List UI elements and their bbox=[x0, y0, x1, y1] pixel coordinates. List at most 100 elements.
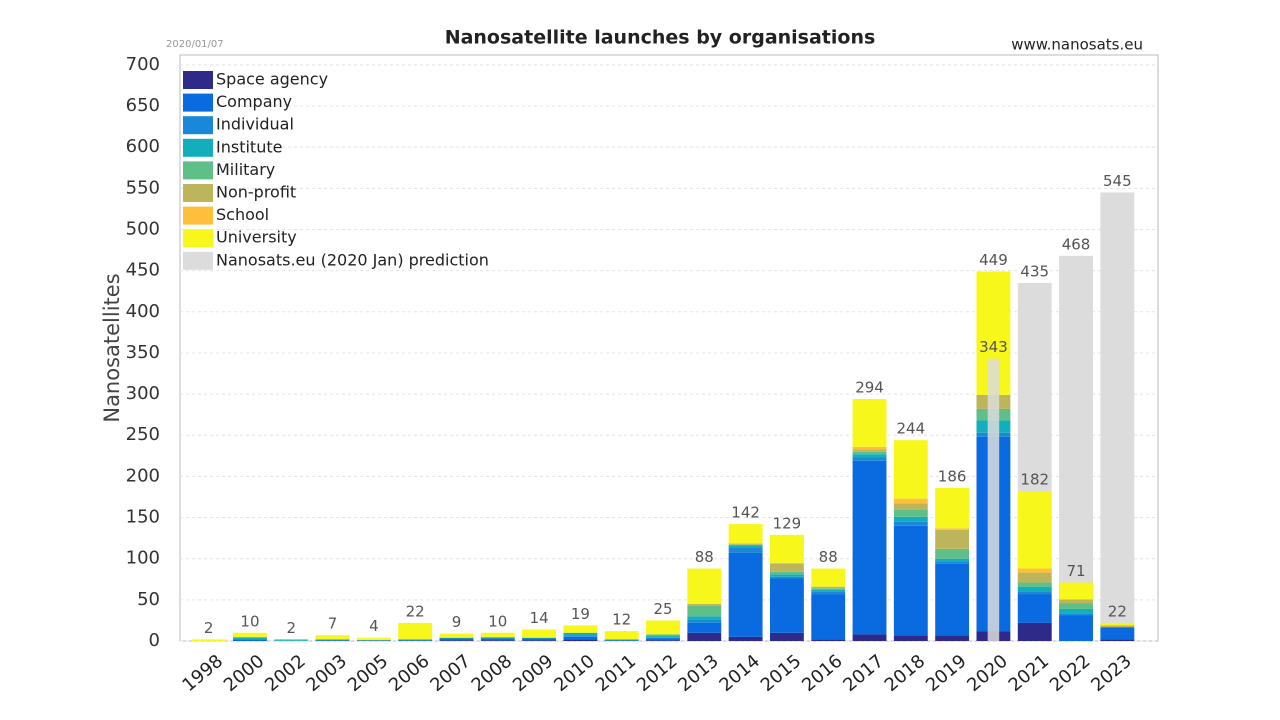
prediction-label: 343 bbox=[979, 338, 1008, 356]
bar-segment bbox=[563, 625, 598, 633]
bar-segment bbox=[604, 639, 639, 641]
bar-segment bbox=[728, 543, 763, 544]
total-label: 10 bbox=[240, 612, 259, 630]
bar-segment bbox=[769, 578, 804, 633]
x-tick-label: 2013 bbox=[674, 651, 723, 697]
total-label: 88 bbox=[695, 548, 714, 566]
bar-segment bbox=[893, 440, 928, 499]
bar-segment bbox=[893, 525, 928, 636]
x-tick-label: 2012 bbox=[633, 651, 682, 697]
x-tick-label: 2020 bbox=[963, 651, 1012, 697]
y-tick-label: 450 bbox=[126, 260, 160, 281]
bar-segment bbox=[1017, 594, 1052, 623]
bar-segment bbox=[935, 487, 970, 529]
x-tick-label: 2007 bbox=[426, 651, 475, 697]
total-label: 2 bbox=[204, 619, 214, 637]
bar-segment bbox=[935, 548, 970, 559]
total-label: 244 bbox=[897, 420, 926, 438]
bar-segment bbox=[522, 629, 557, 638]
bar-segment bbox=[728, 545, 763, 548]
bar-segment bbox=[728, 547, 763, 553]
bar-segment bbox=[646, 620, 680, 635]
bar-segment bbox=[1059, 582, 1093, 600]
bar-segment bbox=[1017, 491, 1052, 569]
bar-segment bbox=[522, 640, 557, 641]
x-tick-label: 2022 bbox=[1046, 651, 1095, 697]
total-label: 10 bbox=[488, 612, 507, 630]
bar-segment bbox=[439, 640, 474, 641]
total-label: 4 bbox=[369, 617, 379, 635]
bar-segment bbox=[356, 640, 391, 641]
bar-segment bbox=[315, 640, 350, 641]
bar-segment bbox=[769, 574, 804, 577]
bar-segment bbox=[398, 622, 433, 640]
bar-segment bbox=[852, 634, 887, 641]
bar-segment bbox=[1100, 627, 1135, 628]
bar-segment bbox=[315, 639, 350, 641]
prediction-bar bbox=[1059, 255, 1093, 641]
bar-segment bbox=[563, 636, 598, 640]
legend-label: Institute bbox=[216, 137, 282, 156]
bar-segment bbox=[233, 636, 267, 638]
total-label: 7 bbox=[328, 615, 338, 633]
bar-segment bbox=[439, 637, 474, 639]
bar-segment bbox=[315, 635, 350, 640]
bar-segment bbox=[687, 619, 722, 623]
bar-segment bbox=[1017, 591, 1052, 595]
bar-segment bbox=[356, 637, 391, 641]
total-label: 25 bbox=[653, 600, 672, 618]
bar-segment bbox=[687, 568, 722, 604]
y-tick-label: 700 bbox=[126, 54, 160, 75]
bar-segment bbox=[1059, 599, 1093, 604]
x-tick-label: 2023 bbox=[1087, 651, 1136, 697]
bar-segment bbox=[1059, 603, 1093, 609]
bar-segment bbox=[1100, 627, 1135, 640]
prediction-label: 545 bbox=[1103, 172, 1132, 190]
bar-segment bbox=[728, 524, 763, 544]
x-tick-label: 2016 bbox=[798, 651, 847, 697]
legend-label: Non-profit bbox=[216, 183, 296, 202]
total-label: 449 bbox=[979, 251, 1008, 269]
total-label: 71 bbox=[1066, 562, 1085, 580]
bar-segment bbox=[646, 638, 680, 641]
prediction-label: 468 bbox=[1062, 235, 1091, 253]
bar-segment bbox=[769, 534, 804, 563]
y-tick-label: 650 bbox=[126, 95, 160, 116]
total-label: 22 bbox=[1108, 602, 1127, 620]
bar-segment bbox=[728, 543, 763, 545]
bar-segment bbox=[811, 589, 846, 592]
bar-segment bbox=[398, 640, 433, 641]
bar-segment bbox=[233, 632, 267, 637]
bar-segment bbox=[1100, 622, 1135, 626]
bar-segment bbox=[728, 544, 763, 546]
bar-segment bbox=[687, 616, 722, 620]
bar-segment bbox=[480, 637, 515, 639]
bar-segment bbox=[1059, 599, 1093, 600]
bar-segment bbox=[1017, 586, 1052, 592]
x-tick-label: 2009 bbox=[509, 651, 558, 697]
x-tick-label: 2006 bbox=[385, 651, 434, 697]
bar-segment bbox=[935, 529, 970, 549]
bar-segment bbox=[852, 451, 887, 455]
bar-segment bbox=[480, 636, 515, 638]
x-tick-label: 2003 bbox=[302, 651, 351, 697]
total-label: 19 bbox=[571, 605, 590, 623]
total-label: 129 bbox=[773, 514, 802, 532]
bar-segment bbox=[935, 528, 970, 530]
total-label: 2 bbox=[286, 619, 296, 637]
bar-segment bbox=[563, 632, 598, 637]
bar-segment bbox=[1017, 568, 1052, 573]
y-tick-label: 250 bbox=[126, 424, 160, 445]
total-label: 14 bbox=[530, 609, 549, 627]
bar-segment bbox=[852, 457, 887, 461]
bar-segment bbox=[439, 638, 474, 641]
bar-segment bbox=[687, 605, 722, 617]
x-tick-label: 2021 bbox=[1005, 651, 1054, 697]
y-tick-label: 0 bbox=[149, 630, 160, 651]
bar-segment bbox=[604, 631, 639, 640]
legend-swatch bbox=[183, 138, 213, 157]
bar-segment bbox=[852, 460, 887, 635]
bar-segment bbox=[1100, 625, 1135, 628]
bar-segment bbox=[769, 576, 804, 579]
y-tick-label: 150 bbox=[126, 507, 160, 528]
